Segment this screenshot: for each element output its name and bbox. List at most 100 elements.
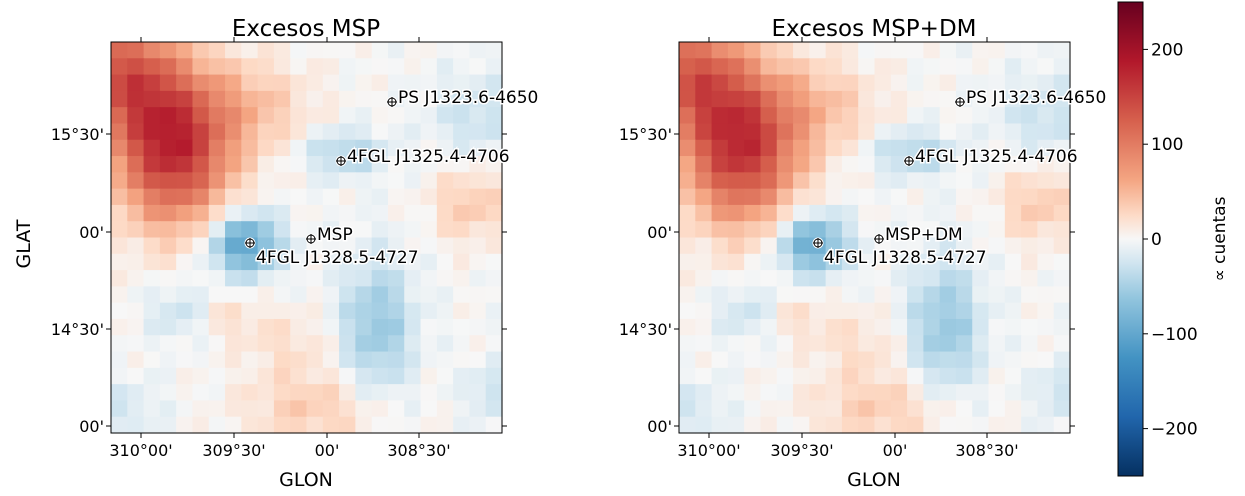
heatmap-cell [290,188,308,206]
heatmap-cell [825,156,843,173]
heatmap-cell [1004,123,1022,141]
heatmap-cell [793,335,810,353]
heatmap-cell [1021,286,1039,304]
heatmap-cell [776,302,794,320]
source-label: PS J1323.6-4650 [966,88,1106,108]
heatmap-cell [1021,302,1039,320]
heatmap-cell [404,253,422,271]
heatmap-cell [257,318,275,336]
heatmap-cell [306,400,324,418]
heatmap-cell [727,286,745,304]
heatmap-cell [988,253,1006,271]
heatmap-cell [679,400,696,418]
heatmap-cell [858,221,876,239]
heatmap-cell [469,172,487,190]
heatmap-cell [841,237,859,255]
heatmap-cell [760,42,778,59]
heatmap-cell [355,74,373,92]
heatmap-cell [322,318,340,336]
heatmap-cell [339,367,356,385]
heatmap-cell [241,221,259,239]
heatmap-cell [208,416,226,434]
heatmap-cell [420,302,438,320]
heatmap-cell [208,286,226,304]
heatmap-cell [159,172,177,190]
heatmap-cell [322,302,340,320]
heatmap-cell [679,302,696,320]
heatmap-cell [727,270,745,287]
heatmap-cell [744,123,762,141]
heatmap-cell [809,42,827,59]
source-marker-4fgl-j1325 [335,155,347,167]
heatmap-cell [355,58,373,76]
heatmap-cell [1021,351,1039,369]
heatmap-cell [679,156,696,173]
heatmap-cell [939,74,957,92]
heatmap-cell [273,400,291,418]
heatmap-cell [127,139,145,157]
heatmap-cell [273,221,291,239]
heatmap-cell [192,351,210,369]
heatmap-cell [208,188,226,206]
heatmap-cell [339,221,356,239]
heatmap-cell [420,367,438,385]
heatmap-cell [420,253,438,271]
heatmap-cell [225,42,242,59]
heatmap-cell [972,139,990,157]
heatmap-cell [355,318,373,336]
heatmap-cell [420,123,438,141]
heatmap-cell [744,139,762,157]
heatmap-cell [355,384,373,402]
heatmap-cell [1021,188,1039,206]
heatmap-cell [469,367,487,385]
heatmap-cell [776,253,794,271]
heatmap-cell [711,335,729,353]
heatmap-cell [1004,42,1022,59]
heatmap-cell [127,172,145,190]
heatmap-cell [874,74,892,92]
heatmap-cell [874,253,892,271]
heatmap-cell [404,172,422,190]
heatmap-cell [208,335,226,353]
heatmap-cell [727,107,745,125]
heatmap-cell [744,416,762,434]
heatmap-cell [1004,367,1022,385]
heatmap-cell [306,270,324,287]
heatmap-cell [923,318,941,336]
heatmap-cell [890,204,908,222]
heatmap-cell [111,400,128,418]
heatmap-cell [1053,351,1071,369]
heatmap-cell [760,204,778,222]
heatmap-cell [225,253,242,271]
heatmap-cell [695,90,713,108]
heatmap-cell [679,139,696,157]
heatmap-cell [485,335,503,353]
heatmap-cell [760,172,778,190]
heatmap-cell [176,335,194,353]
heatmap-cell [225,156,242,173]
heatmap-cell [874,188,892,206]
heatmap-cell [371,172,389,190]
heatmap-cell [143,318,161,336]
heatmap-cell [436,335,454,353]
heatmap-cell [695,139,713,157]
heatmap-cell [727,318,745,336]
heatmap-cell [890,139,908,157]
heatmap-cell [939,58,957,76]
heatmap-cell [273,74,291,92]
heatmap-cell [972,188,990,206]
heatmap-cell [695,367,713,385]
heatmap-cell [874,90,892,108]
heatmap-cell [241,58,259,76]
heatmap-cell [404,58,422,76]
heatmap-cell [825,188,843,206]
heatmap-cell [387,139,405,157]
heatmap-cell [760,58,778,76]
heatmap-cell [1037,42,1055,59]
heatmap-cell [355,188,373,206]
heatmap-cell [257,253,275,271]
heatmap-cell [127,367,145,385]
heatmap-cell [727,237,745,255]
heatmap-cell [1004,270,1022,287]
heatmap-cell [225,58,242,76]
